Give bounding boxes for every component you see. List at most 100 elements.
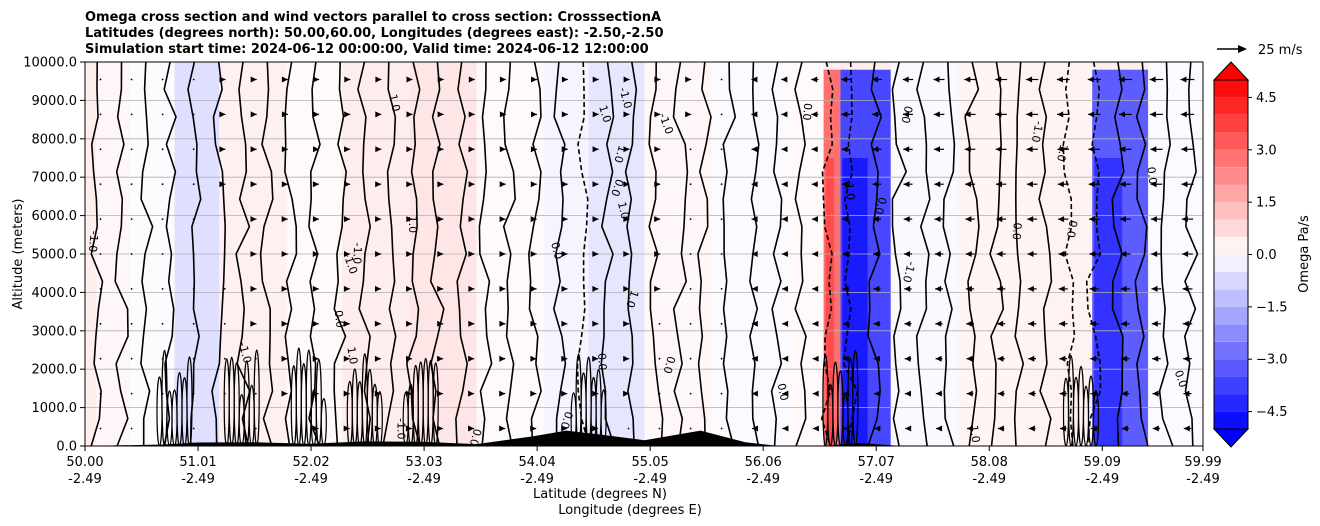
wind-vector-head	[751, 320, 758, 327]
wind-vector-head	[406, 216, 413, 223]
wind-vector-head	[751, 146, 758, 153]
wind-vector	[375, 76, 382, 83]
wind-vector-head	[1121, 425, 1128, 432]
wind-vector	[192, 392, 195, 395]
wind-vector-head	[437, 285, 444, 292]
wind-vector	[904, 285, 912, 292]
wind-vector	[499, 320, 506, 327]
wind-vector	[281, 355, 288, 362]
wind-vector-head	[468, 425, 475, 432]
wind-vector	[782, 355, 789, 362]
wind-vector	[281, 146, 288, 153]
wind-vector	[996, 216, 1006, 223]
wind-vector	[99, 113, 102, 116]
wind-vector	[130, 148, 133, 151]
wind-vector	[1056, 76, 1070, 83]
wind-vector-head	[1089, 285, 1096, 292]
wind-vector	[1028, 355, 1036, 362]
wind-vector-head	[781, 251, 788, 257]
wind-vector	[592, 355, 599, 362]
wind-vector	[192, 113, 195, 116]
wind-vector-head	[811, 76, 818, 83]
wind-vector-head	[842, 285, 849, 292]
wind-vector	[1026, 181, 1038, 188]
wind-vector-head	[344, 181, 351, 188]
wind-vector-head	[281, 285, 288, 292]
wind-vector-head	[935, 390, 942, 397]
omega-contour-line	[502, 62, 517, 446]
wind-vector	[161, 357, 164, 360]
omega-contour-line	[624, 62, 638, 446]
x-tick-label-longitude: -2.49	[407, 472, 441, 487]
y-tick-label: 8000.0	[32, 132, 78, 147]
wind-vector	[406, 181, 413, 188]
wind-vector	[872, 216, 881, 223]
contour-label: -1.0	[236, 341, 254, 365]
wind-vector	[499, 251, 506, 257]
wind-vector	[530, 355, 537, 362]
contour-label: 0.0	[548, 241, 565, 261]
wind-vector	[966, 355, 974, 362]
wind-vector-head	[281, 146, 288, 153]
wind-vector	[654, 251, 661, 257]
wind-vector-head	[343, 285, 350, 292]
contour-label: 0.0	[872, 196, 889, 216]
wind-vector-head	[811, 146, 818, 153]
wind-vector	[996, 285, 1006, 292]
wind-vector	[1026, 146, 1038, 153]
omega-contour-line	[478, 62, 493, 446]
wind-vector-head	[934, 181, 941, 188]
wind-vector-head	[1028, 390, 1035, 397]
wind-vector	[406, 76, 413, 83]
wind-vector	[161, 218, 164, 221]
wind-vector	[904, 390, 911, 397]
wind-vector	[1057, 181, 1069, 188]
wind-vector	[1027, 251, 1037, 257]
wind-vector	[997, 320, 1006, 327]
wind-vector-head	[437, 320, 444, 327]
contour-label: -1.0	[842, 178, 857, 201]
wind-vector-head	[530, 425, 537, 432]
wind-vector	[250, 285, 257, 292]
wind-vector	[530, 251, 537, 257]
wind-vector	[192, 427, 195, 430]
wind-vector	[1151, 251, 1162, 257]
wind-vector-head	[343, 390, 350, 397]
wind-vector	[437, 146, 444, 153]
wind-vector	[406, 355, 412, 362]
wind-vector-head	[344, 216, 350, 223]
y-tick-label: 0.0	[56, 440, 77, 455]
quiver-key-label: 25 m/s	[1258, 43, 1303, 58]
wind-vector-head	[841, 181, 848, 188]
wind-vector-head	[623, 285, 630, 292]
wind-vector-head	[1181, 216, 1188, 223]
wind-vector	[843, 390, 850, 397]
wind-vector	[872, 111, 882, 118]
wind-vector	[99, 78, 102, 81]
wind-vector-head	[1026, 146, 1033, 153]
omega-contour-line	[1134, 62, 1149, 446]
wind-vector-head	[841, 111, 848, 118]
wind-vector-head	[782, 285, 788, 292]
wind-vector-head	[812, 425, 819, 432]
wind-vector-head	[468, 146, 475, 153]
wind-vector	[1181, 216, 1194, 223]
wind-vector	[254, 357, 257, 360]
wind-vector-head	[281, 181, 288, 188]
wind-vector	[468, 146, 475, 153]
wind-vector-head	[1058, 216, 1065, 223]
wind-vector	[281, 181, 288, 188]
wind-vector-head	[842, 251, 849, 257]
wind-vector-head	[437, 251, 444, 257]
y-tick-label: 6000.0	[32, 209, 78, 224]
y-tick-label: 3000.0	[32, 324, 78, 339]
wind-vector-head	[499, 425, 506, 432]
wind-vector	[192, 322, 195, 325]
wind-vector	[1151, 320, 1161, 327]
wind-vector-head	[873, 251, 880, 257]
wind-vector	[592, 425, 599, 432]
wind-vector	[1028, 390, 1036, 397]
wind-vector-head	[782, 320, 789, 327]
wind-vector-head	[437, 355, 444, 362]
omega-core	[825, 158, 834, 446]
